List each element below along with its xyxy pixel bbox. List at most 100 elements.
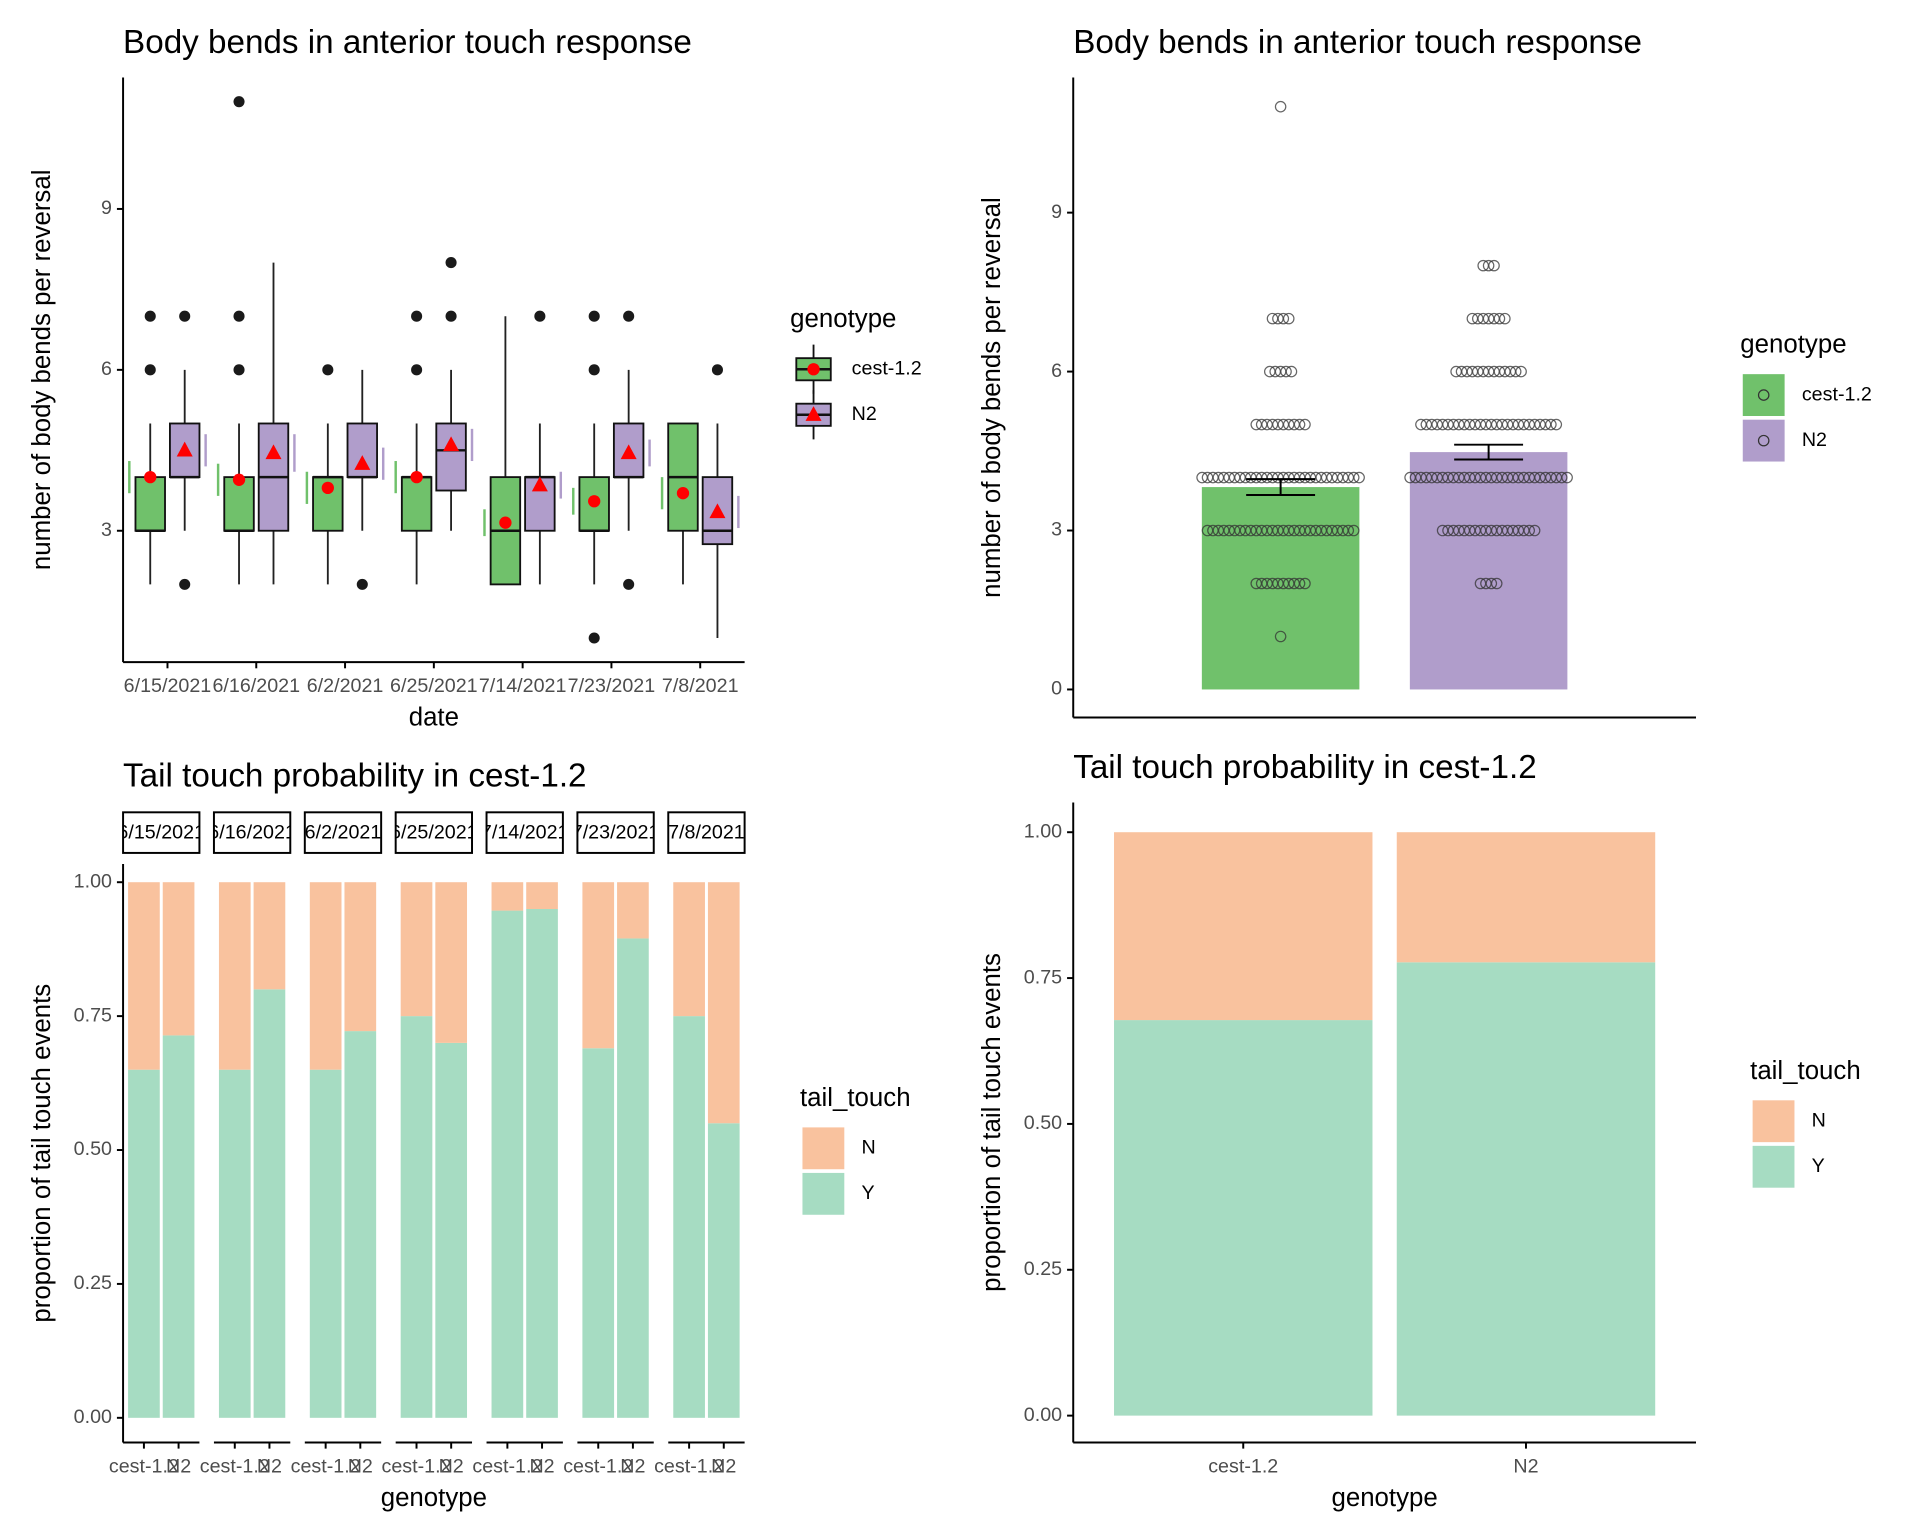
legend-key: [1752, 1100, 1795, 1143]
outlier: [322, 364, 334, 376]
x-tick-label: cest-1.2: [109, 1455, 179, 1477]
legend-title: genotype: [790, 305, 896, 333]
data-point: [1280, 365, 1292, 378]
facet-strip: [212, 811, 292, 854]
x-tick-label: N2: [529, 1455, 554, 1477]
y-tick-label: 0: [1051, 678, 1062, 700]
bar-segment: [400, 882, 433, 1017]
bar-segment: [582, 1048, 615, 1418]
data-point: [1293, 418, 1306, 431]
data-point: [1347, 471, 1360, 484]
legend-key: [1752, 1145, 1795, 1188]
data-point: [1523, 524, 1536, 537]
x-tick-label: 6/16/2021: [212, 675, 300, 697]
x-tick-label: cest-1.2: [382, 1455, 452, 1477]
y-tick-label: 0.25: [74, 1272, 112, 1294]
outlier: [588, 364, 600, 376]
x-tick-label: 7/8/2021: [662, 675, 739, 697]
bar-segment: [162, 1035, 195, 1418]
legend-key-point: [1757, 434, 1770, 447]
facet-label: 7/8/2021: [668, 821, 745, 843]
legend-label: cest-1.2: [852, 357, 922, 379]
chart-title: Body bends in anterior touch response: [1073, 24, 1642, 61]
facet-label: 6/25/2021: [390, 821, 478, 843]
data-point: [1299, 418, 1311, 431]
outlier: [179, 310, 191, 322]
box: [134, 476, 166, 532]
y-tick-label: 3: [101, 519, 112, 541]
mean-marker: [265, 444, 282, 460]
mean-marker: [588, 495, 601, 508]
bar-segment: [707, 882, 740, 1124]
legend-label: cest-1.2: [1802, 383, 1872, 405]
mean-marker: [531, 476, 548, 492]
x-tick-label: 7/23/2021: [568, 675, 656, 697]
outlier: [411, 310, 423, 322]
y-tick-label: 0.75: [1024, 966, 1062, 988]
y-axis-title: number of body bends per reversal: [978, 197, 1006, 598]
bar-segment: [526, 882, 558, 909]
data-point: [1515, 365, 1527, 378]
x-tick-label: cest-1.2: [1208, 1455, 1278, 1477]
x-axis-title: genotype: [381, 1484, 487, 1512]
bar-segment: [1396, 962, 1656, 1416]
outlier: [588, 310, 600, 322]
y-tick-label: 0.50: [1024, 1112, 1062, 1134]
facet-strip: [667, 811, 746, 854]
data-point: [1282, 312, 1295, 325]
box: [435, 422, 467, 492]
chart-title: Tail touch probability in cest-1.2: [123, 758, 586, 795]
x-tick-label: 6/15/2021: [124, 675, 212, 697]
x-tick-label: N2: [166, 1455, 191, 1477]
data-point: [1277, 312, 1290, 325]
x-tick-label: cest-1.2: [472, 1455, 542, 1477]
mean-marker: [321, 481, 334, 494]
outlier: [411, 364, 423, 376]
mean-marker: [176, 441, 193, 457]
mean-marker: [410, 470, 423, 484]
bar-segment: [435, 882, 468, 1043]
outlier: [233, 364, 245, 376]
facet-label: 6/2/2021: [305, 821, 382, 843]
bar-segment: [707, 1123, 740, 1418]
data-point: [1561, 471, 1573, 484]
x-tick-label: N2: [257, 1455, 282, 1477]
x-tick-label: cest-1.2: [654, 1455, 724, 1477]
outlier: [623, 578, 635, 590]
facet-strip: [303, 811, 383, 854]
y-tick-label: 6: [1051, 360, 1062, 382]
legend-label: N2: [852, 403, 877, 425]
facet-label: 7/23/2021: [572, 821, 660, 843]
data-point: [1347, 524, 1360, 537]
data-point: [1490, 577, 1503, 590]
mean-marker: [620, 444, 637, 460]
outlier: [623, 310, 635, 322]
data-point: [1499, 312, 1511, 325]
x-tick-label: 7/14/2021: [479, 675, 567, 697]
mean-marker: [676, 487, 690, 500]
legend-label: Y: [1812, 1155, 1825, 1177]
x-axis-title: date: [409, 704, 459, 732]
outlier: [445, 310, 457, 322]
outlier: [144, 364, 156, 376]
data-point: [1555, 471, 1568, 484]
data-point: [1545, 418, 1557, 431]
x-tick-label: N2: [620, 1455, 645, 1477]
legend-label: Y: [862, 1182, 875, 1204]
x-tick-label: N2: [348, 1455, 373, 1477]
x-tick-label: N2: [711, 1455, 736, 1477]
bar-segment: [1396, 832, 1656, 963]
data-point: [1285, 365, 1298, 378]
bar-segment: [344, 1031, 377, 1418]
data-point: [1485, 577, 1498, 590]
legend-key-point: [1757, 389, 1770, 401]
legend-key: [1742, 374, 1785, 416]
facet-strip: [394, 811, 474, 854]
bar-segment: [344, 882, 377, 1032]
legend-label: N: [862, 1137, 876, 1159]
outlier: [356, 578, 368, 590]
y-tick-label: 0.00: [1024, 1404, 1062, 1426]
legend-title: genotype: [1740, 331, 1846, 359]
legend-label: N2: [1802, 429, 1827, 451]
y-tick-label: 6: [101, 358, 112, 380]
